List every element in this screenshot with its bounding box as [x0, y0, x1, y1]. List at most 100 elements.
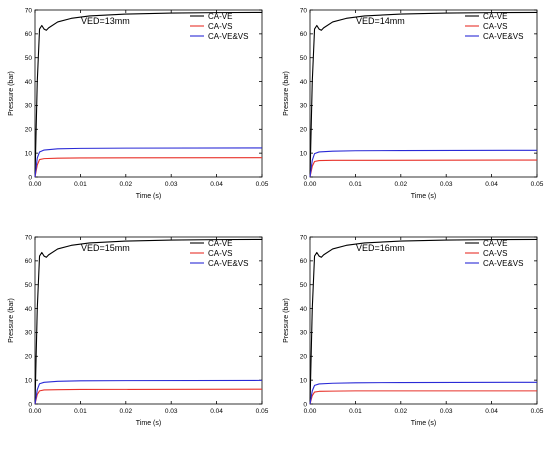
series-line-0 [309, 238, 538, 405]
x-tick-label: 0.00 [29, 181, 42, 188]
x-tick-label: 0.03 [440, 408, 453, 415]
y-tick-label: 20 [300, 127, 308, 134]
y-tick-label: 10 [25, 377, 33, 384]
y-tick-label: 10 [300, 377, 308, 384]
x-axis-label: Time (s) [411, 420, 436, 427]
x-tick-label: 0.01 [74, 181, 87, 188]
y-tick-label: 40 [300, 79, 308, 86]
x-tick-label: 0.04 [210, 408, 223, 415]
y-tick-label: 20 [25, 354, 33, 361]
legend-label: CA-VS [208, 22, 232, 31]
x-tick-label: 0.05 [256, 181, 269, 188]
legend-label: CA-VS [208, 249, 232, 258]
y-tick-label: 60 [25, 31, 33, 38]
x-tick-label: 0.03 [165, 408, 178, 415]
plot-frame [34, 9, 263, 178]
y-tick-label: 70 [25, 7, 33, 14]
y-tick-label: 70 [25, 234, 33, 241]
y-tick-label: 60 [300, 31, 308, 38]
legend-label: CA-VE [208, 239, 232, 248]
x-tick-label: 0.05 [256, 408, 269, 415]
y-tick-label: 20 [300, 354, 308, 361]
series-line-2 [34, 379, 263, 405]
y-axis-label: Pressure (bar) [283, 71, 290, 116]
y-tick-label: 0 [28, 174, 32, 181]
series-line-2 [309, 149, 538, 178]
y-tick-label: 50 [300, 282, 308, 289]
x-tick-label: 0.03 [165, 181, 178, 188]
series-line-1 [309, 159, 538, 178]
legend-label: CA-VE [483, 239, 507, 248]
legend-label: CA-VS [483, 22, 507, 31]
plot-frame [309, 9, 538, 178]
x-tick-label: 0.02 [394, 408, 407, 415]
y-tick-label: 70 [300, 234, 308, 241]
series-line-2 [309, 381, 538, 405]
x-tick-label: 0.00 [304, 181, 317, 188]
y-tick-label: 0 [28, 401, 32, 408]
x-axis-label: Time (s) [136, 193, 161, 200]
x-tick-label: 0.01 [349, 408, 362, 415]
chart-svg: 0.00 0.01 0.02 0.03 0.04 0.05 0 10 20 30 40 50 60 70 T… [283, 234, 544, 427]
y-tick-label: 0 [303, 174, 307, 181]
y-tick-label: 0 [303, 401, 307, 408]
y-tick-label: 60 [300, 258, 308, 265]
y-axis-label: Pressure (bar) [8, 298, 15, 343]
x-tick-label: 0.05 [531, 408, 544, 415]
series-line-0 [34, 238, 263, 405]
legend-label: CA-VS [483, 249, 507, 258]
chart-panel-ved-16: 0.00 0.01 0.02 0.03 0.04 0.05 0 10 20 30 40 50 60 70 T… [275, 227, 550, 453]
series-line-0 [34, 11, 263, 178]
plot-frame [309, 236, 538, 405]
legend-label: CA-VE&VS [483, 32, 523, 41]
chart-svg: 0.00 0.01 0.02 0.03 0.04 0.05 0 10 20 30 40 50 60 70 T… [8, 234, 269, 427]
y-tick-label: 50 [300, 55, 308, 62]
series-line-1 [34, 157, 263, 178]
x-axis-label: Time (s) [411, 193, 436, 200]
x-tick-label: 0.04 [485, 408, 498, 415]
legend-label: CA-VE [208, 12, 232, 21]
legend-label: CA-VE [483, 12, 507, 21]
legend-label: CA-VE&VS [208, 32, 248, 41]
x-tick-label: 0.02 [119, 181, 132, 188]
y-tick-label: 20 [25, 127, 33, 134]
chart-svg: 0.00 0.01 0.02 0.03 0.04 0.05 0 10 20 30 40 50 60 70 T… [8, 7, 269, 200]
y-tick-label: 50 [25, 55, 33, 62]
y-tick-label: 40 [25, 79, 33, 86]
legend-label: CA-VE&VS [208, 259, 248, 268]
series-line-1 [309, 390, 537, 405]
x-tick-label: 0.00 [304, 408, 317, 415]
x-tick-label: 0.04 [485, 181, 498, 188]
chart-panel-ved-14: 0.00 0.01 0.02 0.03 0.04 0.05 0 10 20 30 40 50 60 70 T… [275, 0, 550, 226]
chart-panel-ved-13: 0.00 0.01 0.02 0.03 0.04 0.05 0 10 20 30 40 50 60 70 T… [0, 0, 275, 226]
y-tick-label: 30 [300, 103, 308, 110]
series-line-2 [34, 147, 263, 178]
x-tick-label: 0.01 [74, 408, 87, 415]
x-tick-label: 0.04 [210, 181, 223, 188]
y-tick-label: 30 [25, 330, 33, 337]
chart-panel-ved-15: 0.00 0.01 0.02 0.03 0.04 0.05 0 10 20 30 40 50 60 70 T… [0, 227, 275, 453]
y-axis-label: Pressure (bar) [283, 298, 290, 343]
chart-title: VED=16mm [356, 243, 405, 253]
series-line-0 [309, 11, 538, 178]
legend-label: CA-VE&VS [483, 259, 523, 268]
y-tick-label: 30 [25, 103, 33, 110]
y-tick-label: 50 [25, 282, 33, 289]
x-tick-label: 0.00 [29, 408, 42, 415]
x-tick-label: 0.02 [119, 408, 132, 415]
y-tick-label: 10 [25, 150, 33, 157]
x-axis-label: Time (s) [136, 420, 161, 427]
chart-title: VED=15mm [81, 243, 130, 253]
x-tick-label: 0.03 [440, 181, 453, 188]
y-tick-label: 70 [300, 7, 308, 14]
y-axis-label: Pressure (bar) [8, 71, 15, 116]
y-tick-label: 40 [300, 306, 308, 313]
y-tick-label: 40 [25, 306, 33, 313]
y-tick-label: 60 [25, 258, 33, 265]
x-tick-label: 0.01 [349, 181, 362, 188]
chart-svg: 0.00 0.01 0.02 0.03 0.04 0.05 0 10 20 30 40 50 60 70 T… [283, 7, 544, 200]
y-tick-label: 10 [300, 150, 308, 157]
plot-frame [34, 236, 263, 405]
series-line-1 [34, 388, 263, 405]
x-tick-label: 0.05 [531, 181, 544, 188]
